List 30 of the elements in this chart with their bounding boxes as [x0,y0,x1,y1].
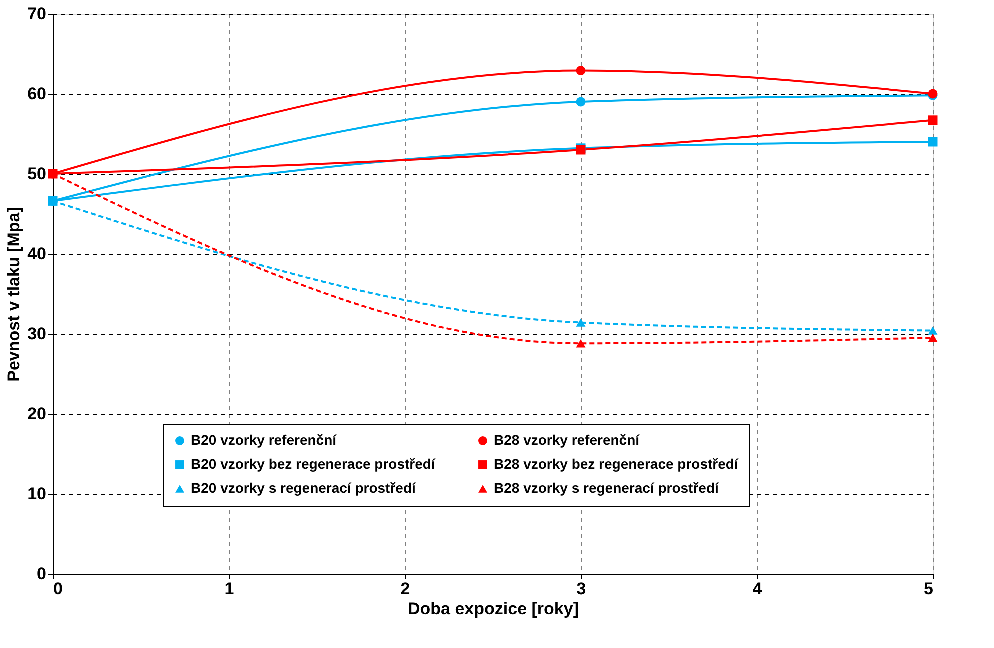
point [928,326,938,335]
y-tick-label: 70 [28,4,46,24]
point [576,97,586,107]
x-tick-label: 1 [224,580,234,598]
y-tick-label: 10 [28,484,46,504]
y-tick-label: 20 [28,404,46,424]
y-tick-label: 60 [28,84,46,104]
legend-label: B28 vzorky s regenerací prostředí [494,480,720,496]
y-tick-label: 40 [28,244,46,264]
x-axis-title: Doba expozice [roky] [408,600,579,618]
point [576,318,586,327]
point [928,334,938,342]
legend-label: B28 vzorky bez regenerace prostředí [494,456,740,472]
x-tick-label: 5 [924,580,934,598]
point [928,116,938,126]
point [928,137,938,147]
x-tick-label: 3 [576,580,586,598]
point [576,339,586,348]
legend-label: B20 vzorky s regenerací prostředí [191,480,417,496]
x-tick-label: 0 [54,580,63,598]
x-tick-label: 4 [752,580,763,598]
y-tick-label: 50 [28,164,46,184]
y-tick-label: 30 [28,324,46,344]
legend-label: B20 vzorky bez regenerace prostředí [191,456,436,472]
y-tick-label: 0 [37,564,46,584]
y-axis-title: Pevnost v tlaku [Mpa] [4,207,24,382]
legend-label: B28 vzorky referenční [494,432,641,448]
legend-label: B20 vzorky referenční [191,432,338,448]
x-tick-label: 2 [400,580,410,598]
point [576,66,586,76]
